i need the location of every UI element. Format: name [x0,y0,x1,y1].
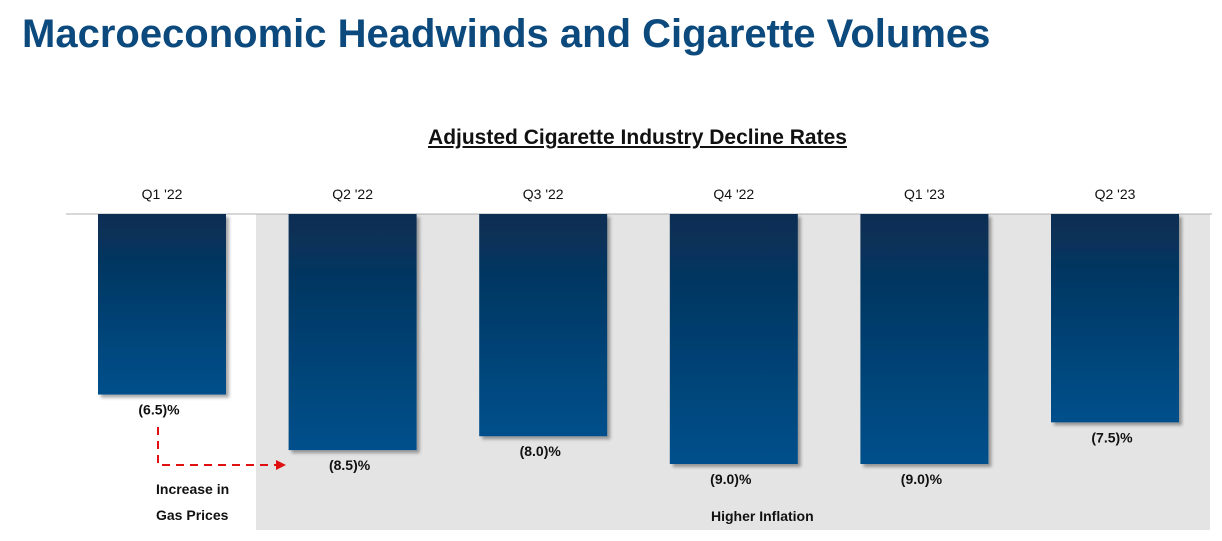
bar [1051,214,1179,423]
category-label: Q1 '22 [142,186,183,202]
category-label: Q3 '22 [523,186,564,202]
gas-prices-note-line-1: Increase in [156,481,230,497]
higher-inflation-note: Higher Inflation [711,508,814,524]
bar [288,214,417,451]
category-label: Q1 '23 [904,186,945,202]
category-label: Q2 '22 [332,186,373,202]
value-label: (9.0)% [901,471,943,487]
page-title: Macroeconomic Headwinds and Cigarette Vo… [22,12,991,56]
value-label: (7.5)% [1091,429,1133,445]
gas-price-arrow [157,427,286,470]
chart-title: Adjusted Cigarette Industry Decline Rate… [428,126,847,149]
bar [98,214,226,395]
value-label: (8.0)% [520,443,562,459]
bar [669,214,798,464]
category-label: Q4 '22 [713,186,754,202]
value-label: (9.0)% [710,471,752,487]
value-label: (6.5)% [138,402,180,418]
bar [479,214,608,437]
gas-prices-note-line-2: Gas Prices [156,507,229,523]
value-label: (8.5)% [329,457,371,473]
category-label: Q2 '23 [1095,186,1136,202]
bar [860,214,989,464]
gas-prices-note: Increase in Gas Prices [156,476,229,528]
